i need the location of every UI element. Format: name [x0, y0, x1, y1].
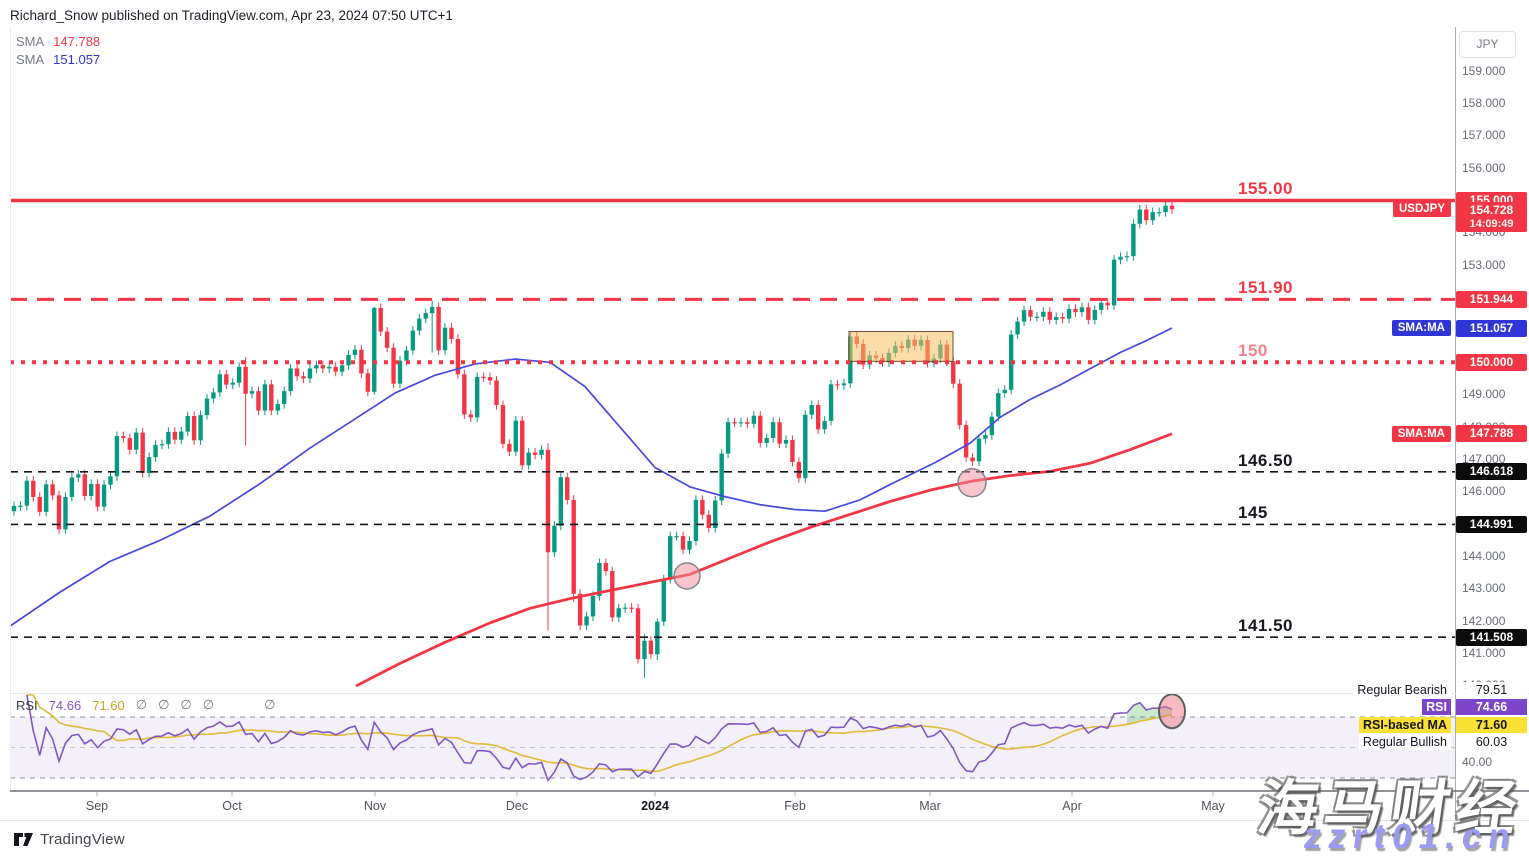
highlight-circle-1[interactable] [673, 562, 701, 590]
countdown-timer: 14:09:49 [1469, 218, 1514, 231]
price-tick-149.000: 149.000 [1462, 387, 1506, 402]
price-tick-147.000: 147.000 [1462, 451, 1506, 466]
price-tick-158.000: 158.000 [1462, 95, 1506, 110]
axis-badge-level-146618: 146.618 [1456, 463, 1527, 481]
axis-left-badge-last-price: USDJPY [1392, 201, 1451, 218]
tradingview-logo-icon [14, 833, 33, 846]
level-annotation-151.90: 151.90 [1238, 278, 1293, 298]
price-tick-156.000: 156.000 [1462, 160, 1506, 175]
rsi-title: RSI [16, 697, 38, 713]
time-axis-label-May[interactable]: May [1201, 799, 1225, 813]
highlight-circle-2[interactable] [957, 467, 987, 498]
sma-fast-value: 151.057 [53, 52, 101, 67]
tradingview-logo-text: TradingView [40, 831, 125, 848]
resistance-zone-box[interactable] [848, 331, 954, 362]
rsi-highlight-circle[interactable] [1158, 693, 1186, 730]
rsi-line[interactable] [26, 694, 1173, 783]
candles-layer [11, 201, 1175, 678]
time-axis-label-Feb[interactable]: Feb [784, 799, 806, 813]
tradingview-logo[interactable]: TradingView [14, 831, 125, 848]
axis-badge-level-144991: 144.991 [1456, 515, 1527, 533]
time-axis-label-Dec[interactable]: Dec [505, 799, 529, 813]
level-annotation-146.50: 146.50 [1238, 450, 1293, 470]
time-axis-label-Nov[interactable]: Nov [363, 799, 387, 813]
time-axis-label-Mar[interactable]: Mar [919, 799, 941, 813]
level-annotation-145: 145 [1238, 503, 1268, 523]
level-annotation-150: 150 [1238, 341, 1268, 361]
time-axis-label-Jun[interactable]: Jun [1361, 799, 1383, 813]
time-axis-label-Oct[interactable]: Oct [222, 799, 242, 813]
sma-200-line[interactable] [355, 432, 1173, 688]
sma-label: SMA [16, 52, 45, 67]
price-tick-143.000: 143.000 [1462, 581, 1506, 596]
rsi-row-label-0: Regular Bearish [1353, 682, 1451, 698]
sma-slow-value: 147.788 [53, 34, 101, 49]
level-annotation-155.00: 155.00 [1238, 179, 1293, 199]
rsi-pane-legend[interactable]: RSI 74.66 71.60 ∅∅∅∅ ∅ [16, 697, 275, 713]
rsi-row-label-2: RSI-based MA [1358, 716, 1451, 733]
price-tick-153.000: 153.000 [1462, 257, 1506, 272]
watermark-url: zzrt01.cn [1301, 817, 1520, 856]
time-axis-label-2024[interactable]: 2024 [641, 799, 669, 813]
level-annotation-141.50: 141.50 [1238, 616, 1293, 636]
time-axis-label-Apr[interactable]: Apr [1062, 799, 1082, 813]
axis-left-badge-sma-fast: SMA:MA [1391, 320, 1451, 337]
price-tick-157.000: 157.000 [1462, 128, 1506, 143]
price-tick-144.000: 144.000 [1462, 549, 1506, 564]
publish-attribution: Richard_Snow published on TradingView.co… [10, 8, 453, 23]
rsi-empty-params: ∅∅∅∅ [135, 697, 226, 712]
rsi-row-label-3: Regular Bullish [1358, 734, 1451, 751]
rsi-row-value-3: 60.03 [1456, 734, 1527, 751]
rsi-ma-value: 71.60 [92, 697, 125, 713]
axis-left-badge-sma-slow: SMA:MA [1391, 425, 1451, 442]
rsi-row-label-1: RSI [1422, 699, 1451, 716]
sma-50-line[interactable] [9, 327, 1173, 627]
rsi-row-value-1: 74.66 [1456, 699, 1527, 716]
currency-unit-button[interactable]: JPY [1459, 31, 1516, 58]
rsi-ma-line[interactable] [26, 694, 1173, 773]
price-tick-142.000: 142.000 [1462, 613, 1506, 628]
axis-badge-sma-slow: 147.788 [1456, 425, 1527, 443]
sma-label: SMA [16, 34, 45, 49]
price-tick-146.000: 146.000 [1462, 484, 1506, 499]
price-tick-141.000: 141.000 [1462, 646, 1506, 661]
price-tick-159.000: 159.000 [1462, 63, 1506, 78]
sma-legend-row-fast[interactable]: SMA 151.057 [16, 52, 100, 67]
sma-legend-row-slow[interactable]: SMA 147.788 [16, 34, 100, 49]
axis-badge-level-151944: 151.944 [1456, 290, 1527, 308]
rsi-empty-param-far: ∅ [264, 697, 276, 712]
axis-badge-level-141508: 141.508 [1456, 628, 1527, 646]
rsi-tick-40.00: 40.00 [1462, 755, 1493, 770]
indicator-legend: SMA 147.788 SMA 151.057 [16, 34, 100, 67]
rsi-value: 74.66 [48, 697, 82, 713]
axis-badge-sma-fast: 151.057 [1456, 319, 1527, 337]
axis-badge-level-150: 150.000 [1456, 353, 1527, 371]
rsi-row-value-2: 71.60 [1456, 716, 1527, 733]
time-axis-label-Sep[interactable]: Sep [85, 799, 109, 813]
rsi-row-value-0: 79.51 [1456, 682, 1527, 698]
axis-badge-last-price: 154.728 14:09:49 [1456, 202, 1527, 233]
